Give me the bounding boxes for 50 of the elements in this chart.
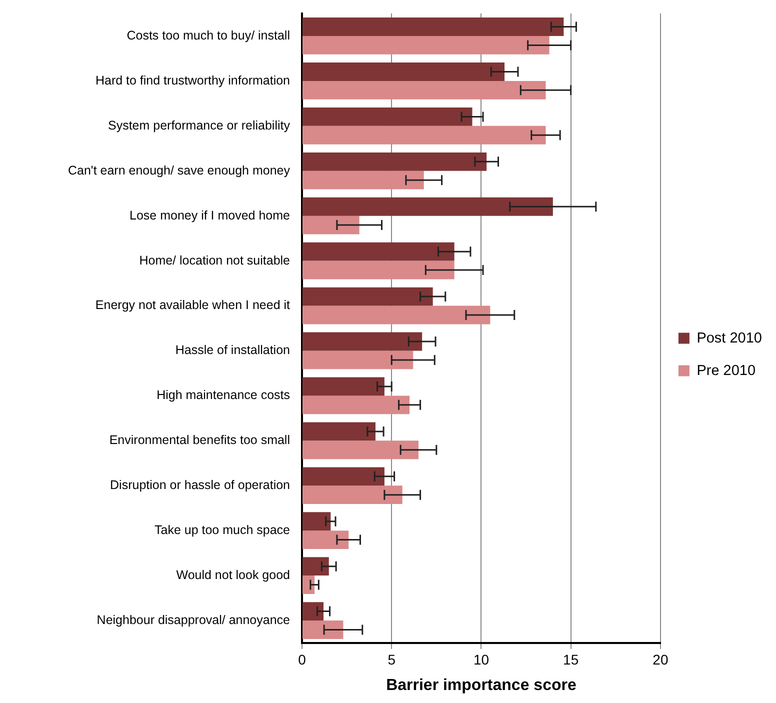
x-tick-label: 20 <box>652 651 668 668</box>
bar <box>302 216 360 234</box>
bar <box>302 602 324 621</box>
y-tick-label: Hard to find trustworthy information <box>95 73 290 88</box>
x-tick-label: 15 <box>563 651 579 668</box>
y-tick-label: Take up too much space <box>154 523 290 538</box>
bar <box>302 152 487 171</box>
bar <box>302 350 414 370</box>
bar <box>302 80 546 100</box>
bar <box>302 197 553 216</box>
x-tick-label: 10 <box>473 651 490 668</box>
bar <box>302 332 422 351</box>
legend-label: Post 2010 <box>696 330 762 346</box>
bar <box>302 287 433 306</box>
bar <box>302 422 376 441</box>
bar <box>302 242 454 261</box>
bar <box>302 467 384 486</box>
bar <box>302 486 402 504</box>
y-tick-label: Environmental benefits too small <box>109 433 290 448</box>
y-tick-label: Energy not available when I need it <box>95 298 291 312</box>
y-tick-label: Disruption or hassle of operation <box>110 478 290 492</box>
bar <box>302 170 424 190</box>
bar <box>302 107 472 126</box>
x-tick-label: 5 <box>388 651 396 668</box>
y-tick-label: Can't earn enough/ save enough money <box>68 163 291 178</box>
bar <box>302 377 384 396</box>
bar <box>302 36 550 54</box>
y-tick-label: Lose money if I moved home <box>130 208 290 222</box>
y-tick-label: System performance or reliability <box>108 118 291 132</box>
bar <box>302 557 329 576</box>
y-tick-label: Neighbour disapproval/ annoyance <box>96 612 290 627</box>
y-tick-label: High maintenance costs <box>156 388 290 402</box>
y-tick-label: Hassle of installation <box>175 343 290 358</box>
bar <box>302 126 546 144</box>
y-tick-label: Costs too much to buy/ install <box>126 28 290 42</box>
bar <box>302 530 349 550</box>
bar <box>302 18 564 36</box>
legend-label: Pre 2010 <box>696 362 756 379</box>
bar <box>302 260 454 280</box>
bar <box>302 512 331 531</box>
bar <box>302 396 410 414</box>
x-tick-label: 0 <box>298 651 306 668</box>
bar <box>302 306 490 324</box>
x-axis-title: Barrier importance score <box>386 676 576 694</box>
y-tick-label: Would not look good <box>176 568 290 582</box>
bar <box>302 62 505 81</box>
y-tick-label: Home/ location not suitable <box>139 253 290 268</box>
bar <box>302 576 315 594</box>
bar <box>302 440 418 460</box>
bar <box>302 620 344 639</box>
